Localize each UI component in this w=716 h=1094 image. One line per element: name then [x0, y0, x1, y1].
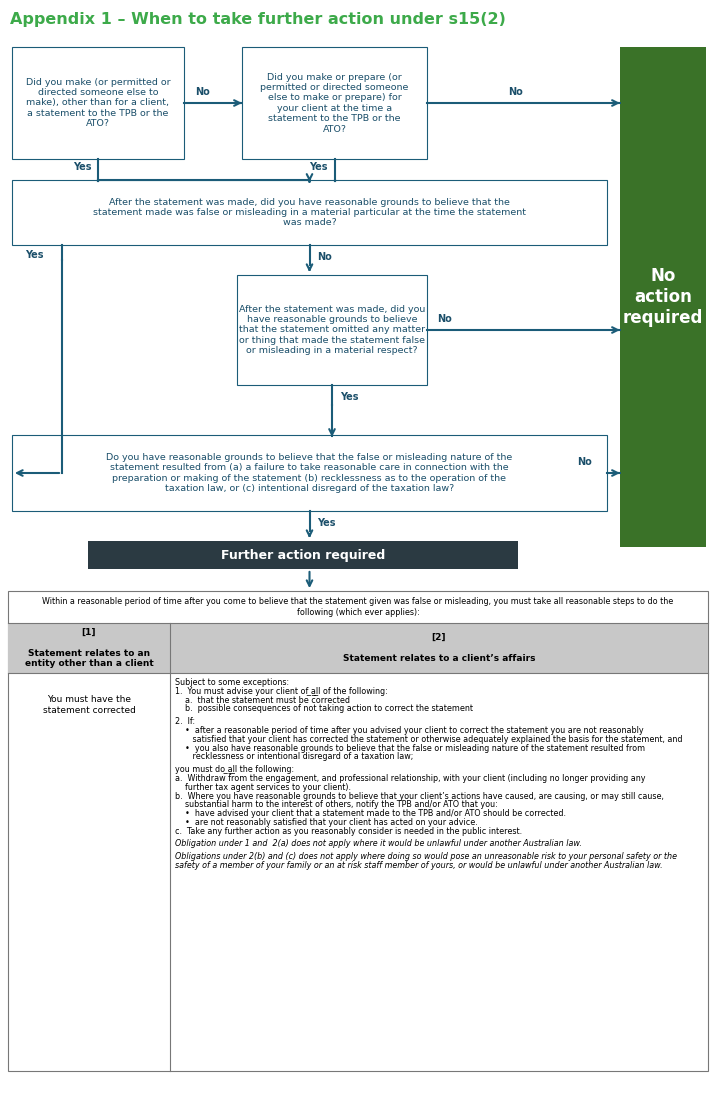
Text: 1.  You must advise your client of ̲a̲l̲l of the following:: 1. You must advise your client of ̲a̲l̲l…: [175, 687, 388, 696]
Text: After the statement was made, did you have reasonable grounds to believe that th: After the statement was made, did you ha…: [93, 198, 526, 228]
Text: •  after a reasonable period of time after you advised your client to correct th: • after a reasonable period of time afte…: [175, 726, 644, 735]
Text: 2.  If:: 2. If:: [175, 718, 195, 726]
Text: Obligations under 2(b) and (c) does not apply where doing so would pose an unrea: Obligations under 2(b) and (c) does not …: [175, 852, 677, 861]
Bar: [12, 181, 607, 245]
Text: [1]

Statement relates to an
entity other than a client: [1] Statement relates to an entity other…: [24, 628, 153, 668]
Bar: [12, 47, 184, 159]
Bar: [620, 47, 706, 547]
Bar: [8, 591, 708, 1071]
Bar: [12, 435, 607, 511]
Text: After the statement was made, did you
have reasonable grounds to believe
that th: After the statement was made, did you ha…: [239, 305, 425, 356]
Text: No: No: [578, 457, 592, 467]
Text: b.  possible consequences of not taking action to correct the statement: b. possible consequences of not taking a…: [175, 705, 473, 713]
Text: [2]

Statement relates to a client’s affairs: [2] Statement relates to a client’s affa…: [343, 633, 536, 663]
Text: No: No: [508, 88, 523, 97]
Text: Yes: Yes: [309, 162, 328, 172]
Text: Within a reasonable period of time after you come to believe that the statement : Within a reasonable period of time after…: [42, 597, 674, 617]
Text: Do you have reasonable grounds to believe that the false or misleading nature of: Do you have reasonable grounds to believ…: [107, 453, 513, 493]
Text: you must do ̲a̲l̲l the following:: you must do ̲a̲l̲l the following:: [175, 765, 294, 775]
Text: Obligation under 1 and  2(a) does not apply where it would be unlawful under ano: Obligation under 1 and 2(a) does not app…: [175, 839, 582, 849]
Text: Did you make or prepare (or
permitted or directed someone
else to make or prepar: Did you make or prepare (or permitted or…: [261, 72, 409, 133]
Text: satisfied that your client has corrected the statement or otherwise adequately e: satisfied that your client has corrected…: [175, 735, 682, 744]
Text: No: No: [317, 252, 332, 261]
Text: Subject to some exceptions:: Subject to some exceptions:: [175, 678, 289, 687]
Text: Yes: Yes: [340, 392, 359, 401]
Bar: [88, 542, 518, 569]
Text: c.  Take any further action as you reasonably consider is needed in the public i: c. Take any further action as you reason…: [175, 827, 522, 836]
Text: a.  Withdraw from the engagement, and professional relationship, with your clien: a. Withdraw from the engagement, and pro…: [175, 773, 646, 783]
Text: Further action required: Further action required: [221, 548, 385, 561]
Text: •  are not reasonably satisfied that your client has acted on your advice.: • are not reasonably satisfied that your…: [175, 818, 478, 827]
Bar: [170, 622, 708, 673]
Text: Did you make (or permitted or
directed someone else to
make), other than for a c: Did you make (or permitted or directed s…: [26, 78, 170, 128]
Bar: [237, 275, 427, 385]
Text: Yes: Yes: [26, 251, 44, 260]
Text: No: No: [195, 88, 211, 97]
Text: Yes: Yes: [317, 517, 336, 528]
Text: •  have advised your client that a statement made to the TPB and/or ATO should b: • have advised your client that a statem…: [175, 810, 566, 818]
Bar: [242, 47, 427, 159]
Text: You must have the
statement corrected: You must have the statement corrected: [42, 695, 135, 714]
Text: Appendix 1 – When to take further action under s15(2): Appendix 1 – When to take further action…: [10, 12, 506, 27]
Text: a.  that the statement must be corrected: a. that the statement must be corrected: [175, 696, 350, 705]
Text: substantial harm to the interest of others, notify the TPB and/or ATO that you:: substantial harm to the interest of othe…: [175, 801, 498, 810]
Text: No
action
required: No action required: [623, 267, 703, 327]
Text: b.  Where you have reasonable grounds to believe that your client’s actions have: b. Where you have reasonable grounds to …: [175, 792, 664, 801]
Text: •  you also have reasonable grounds to believe that the false or misleading natu: • you also have reasonable grounds to be…: [175, 744, 645, 753]
Text: recklessness or intentional disregard of a taxation law;: recklessness or intentional disregard of…: [175, 753, 413, 761]
Text: safety of a member of your family or an at risk staff member of yours, or would : safety of a member of your family or an …: [175, 861, 662, 870]
Text: No: No: [437, 314, 451, 324]
Bar: [8, 622, 170, 673]
Text: further tax agent services to your client).: further tax agent services to your clien…: [175, 782, 351, 792]
Text: Yes: Yes: [73, 162, 91, 172]
